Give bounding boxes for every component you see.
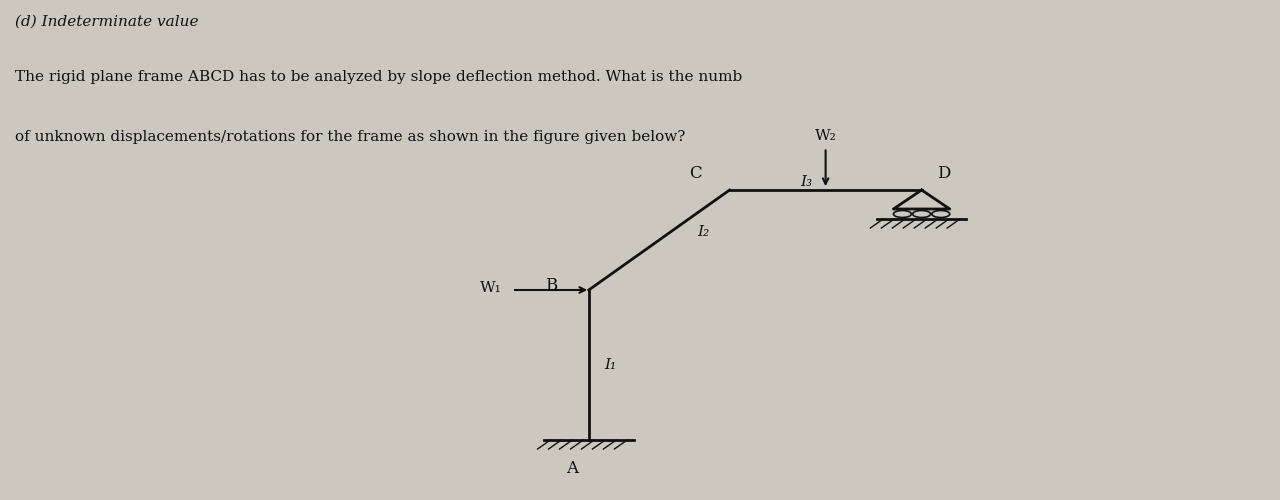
Text: The rigid plane frame ABCD has to be analyzed by slope deflection method. What i: The rigid plane frame ABCD has to be ana… — [15, 70, 742, 84]
Text: W₂: W₂ — [815, 128, 836, 142]
Text: C: C — [689, 166, 701, 182]
Text: of unknown displacements/rotations for the frame as shown in the figure given be: of unknown displacements/rotations for t… — [15, 130, 686, 144]
Text: B: B — [544, 276, 557, 293]
Text: A: A — [566, 460, 579, 477]
Text: W₁: W₁ — [480, 282, 502, 296]
Text: I₁: I₁ — [604, 358, 616, 372]
Text: I₃: I₃ — [800, 176, 812, 190]
Text: (d) Indeterminate value: (d) Indeterminate value — [15, 15, 198, 29]
Text: I₂: I₂ — [698, 226, 709, 239]
Text: D: D — [937, 166, 950, 182]
